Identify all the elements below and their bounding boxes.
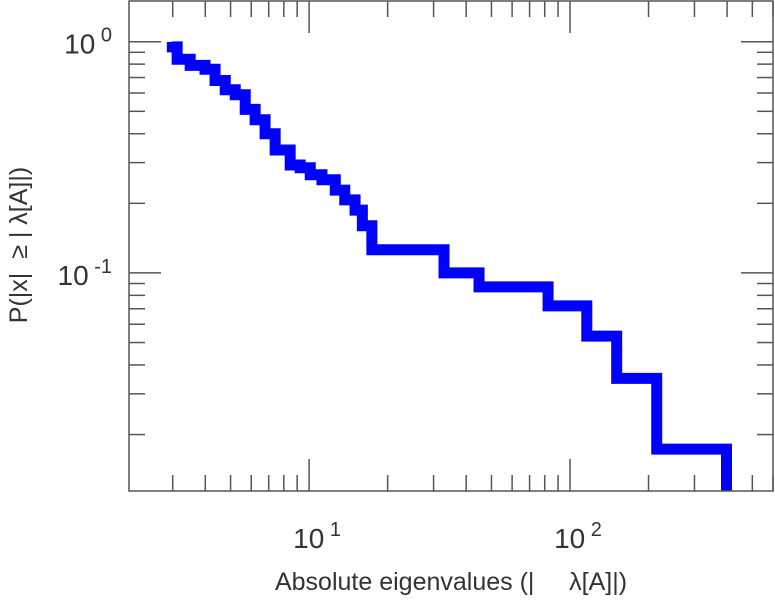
x-tick-label: 10 2 [554, 519, 602, 554]
tick-labels: 10 1 10 2 10 0 10 -1 [58, 25, 602, 554]
x-axis-label: Absolute eigenvalues (| λ[A]|) [275, 568, 627, 596]
y-axis-label: P(|x| ≥ | λ[A]|) [5, 167, 33, 323]
plot-frame [128, 0, 774, 492]
y-tick-label: 10 -1 [58, 256, 113, 291]
series-line-ccdf [166, 41, 732, 491]
y-tick-label: 10 0 [64, 25, 112, 60]
axis-ticks [129, 1, 774, 491]
x-tick-label: 10 1 [293, 519, 341, 554]
